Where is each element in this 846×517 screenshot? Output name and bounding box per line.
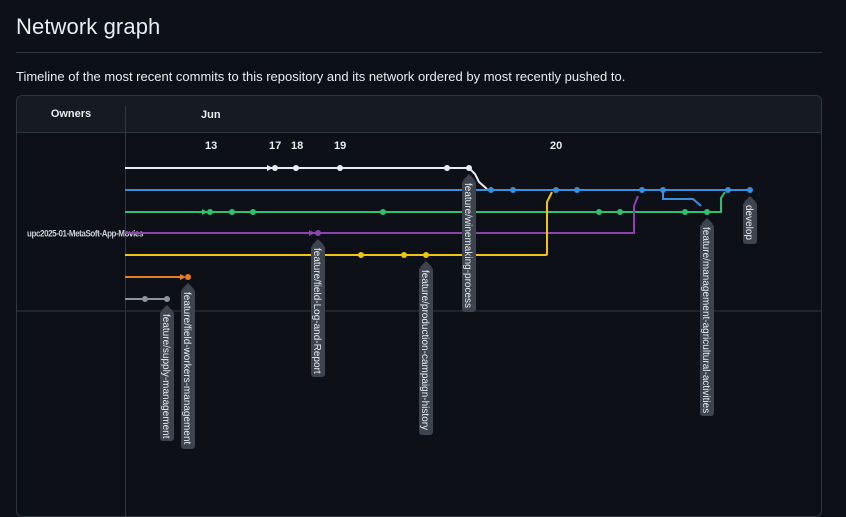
branch-line-production — [125, 191, 553, 256]
svg-text:feature/supply-management: feature/supply-management — [160, 314, 171, 439]
commit-dots-white — [272, 165, 472, 171]
date-label: 19 — [334, 140, 346, 152]
date-label: 18 — [291, 140, 303, 152]
network-graph[interactable]: Owners Jun upc2025-01-MetaSoft-App-Movie… — [16, 95, 822, 517]
branch-tag-develop[interactable]: develop — [743, 196, 757, 244]
commit-dot — [315, 230, 321, 236]
commit-dots-blue — [488, 187, 753, 193]
branch-line-agricultural — [125, 191, 726, 213]
svg-text:develop: develop — [743, 205, 754, 240]
commit-dots-green — [207, 209, 710, 215]
svg-text:feature/winemaking-process: feature/winemaking-process — [462, 183, 473, 308]
branch-tag-field-log[interactable]: feature/field-Log-and-Report — [311, 239, 325, 377]
date-label: 17 — [269, 140, 281, 152]
arrow-icon — [180, 274, 186, 280]
page-title: Network graph — [16, 14, 161, 39]
arrow-icon — [202, 209, 208, 215]
arrow-icon — [309, 230, 315, 236]
owners-header: Owners — [50, 108, 92, 120]
branch-tag-winemaking[interactable]: feature/winemaking-process — [462, 174, 476, 312]
branch-tag-production[interactable]: feature/production-campaign-history — [419, 261, 433, 435]
svg-text:feature/field-workers-manageme: feature/field-workers-management — [181, 292, 192, 445]
branch-tag-supply[interactable]: feature/supply-management — [160, 305, 174, 441]
owner-name[interactable]: upc2025-01-MetaSoft-App-Movies — [27, 228, 144, 239]
commit-dot — [185, 274, 191, 280]
page-description: Timeline of the most recent commits to t… — [16, 69, 626, 84]
svg-text:feature/field-Log-and-Report: feature/field-Log-and-Report — [311, 248, 322, 374]
branch-line-winemaking — [125, 167, 488, 190]
branch-tag-agricultural[interactable]: feature/management-agricultural-activiti… — [700, 218, 714, 416]
month-label: Jun — [201, 109, 221, 121]
commit-dots-yellow — [358, 252, 429, 258]
arrow-icon — [267, 165, 273, 171]
svg-text:feature/production-campaign-hi: feature/production-campaign-history — [419, 270, 430, 430]
graph-header: Owners Jun — [17, 96, 821, 133]
branch-line-develop — [125, 189, 750, 207]
graph-canvas[interactable]: 13 17 18 19 20 — [17, 96, 821, 516]
svg-text:feature/management-agricultura: feature/management-agricultural-activiti… — [700, 227, 711, 413]
commit-dots-gray — [142, 296, 170, 302]
branch-tag-field-workers[interactable]: feature/field-workers-management — [181, 283, 195, 449]
title-divider — [16, 52, 822, 53]
date-label: 13 — [205, 140, 217, 152]
date-label: 20 — [550, 140, 562, 152]
